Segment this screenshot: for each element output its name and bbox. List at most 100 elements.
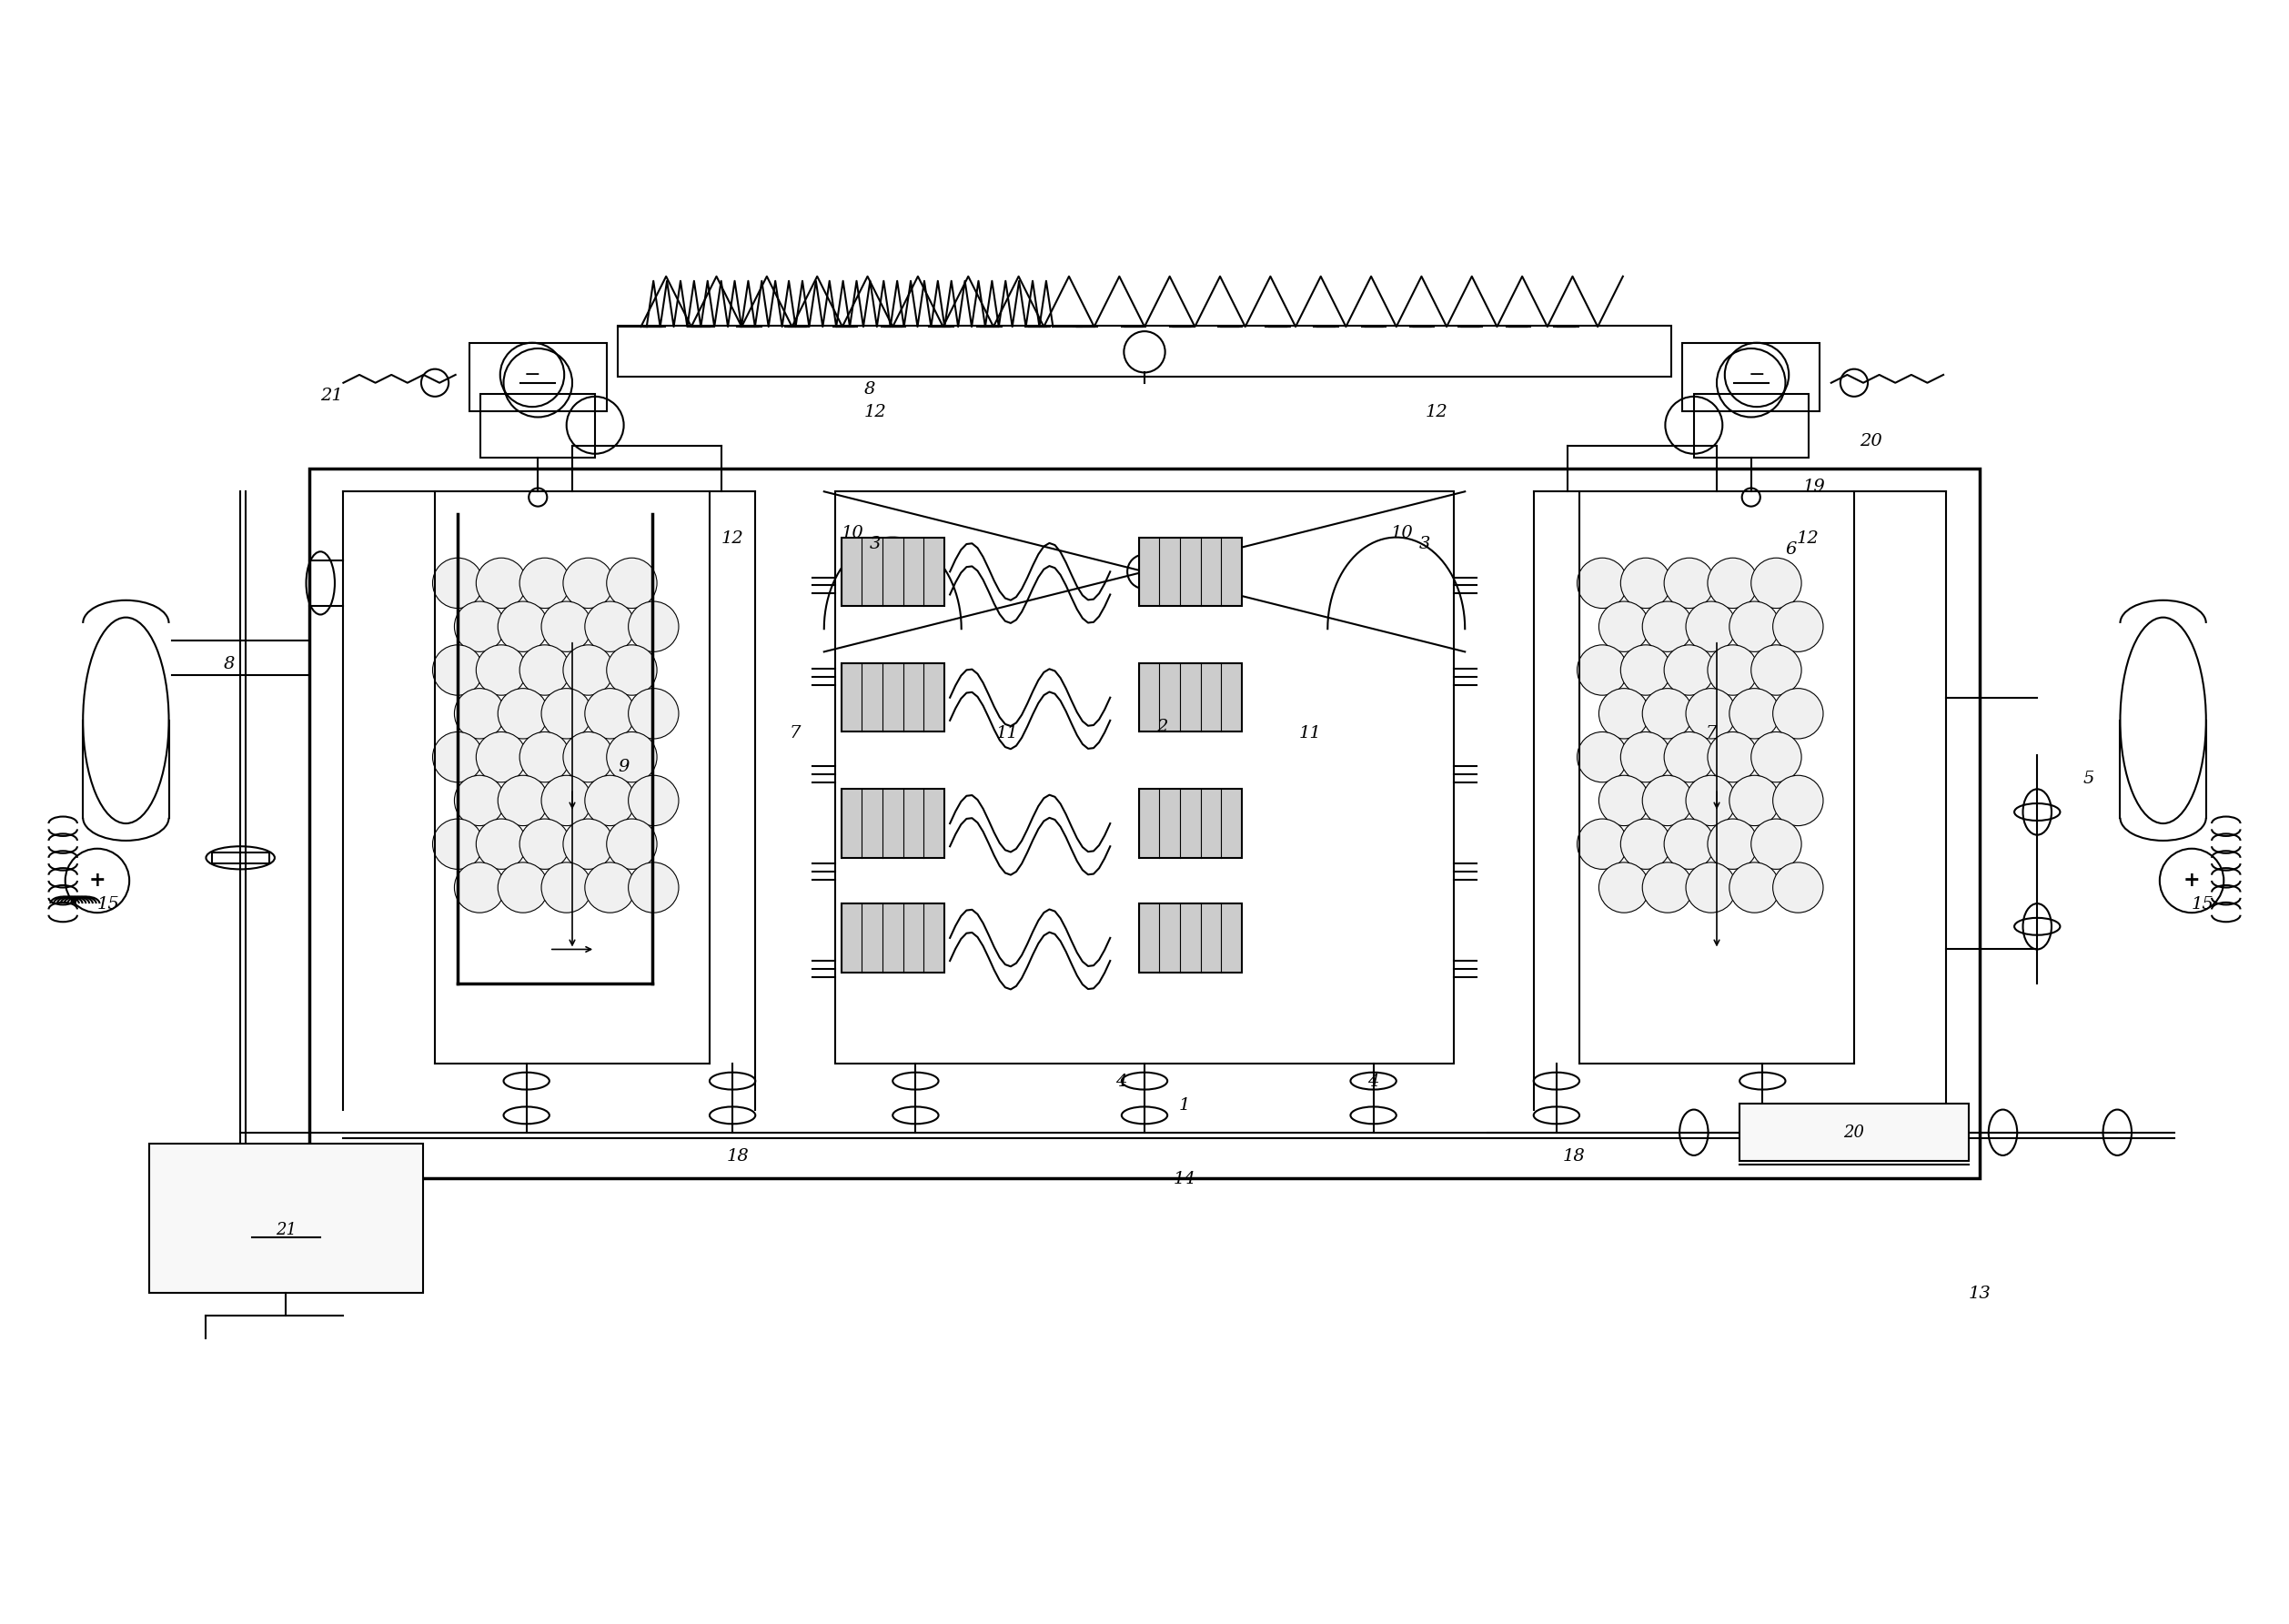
Circle shape bbox=[1685, 689, 1735, 739]
Circle shape bbox=[584, 775, 634, 825]
Text: 4: 4 bbox=[1367, 1073, 1378, 1090]
Text: 11: 11 bbox=[996, 724, 1019, 741]
Bar bbox=[1694, 395, 1808, 458]
Circle shape bbox=[627, 775, 680, 825]
Circle shape bbox=[1621, 645, 1671, 695]
Circle shape bbox=[453, 775, 506, 825]
Text: 3: 3 bbox=[870, 536, 881, 552]
Bar bbox=[149, 1143, 423, 1293]
Circle shape bbox=[1621, 732, 1671, 783]
Circle shape bbox=[627, 601, 680, 651]
Circle shape bbox=[520, 559, 570, 609]
Circle shape bbox=[540, 775, 591, 825]
Bar bbox=[840, 903, 943, 973]
Circle shape bbox=[1728, 862, 1779, 913]
Circle shape bbox=[563, 732, 613, 783]
Circle shape bbox=[1685, 601, 1735, 651]
Bar bbox=[840, 663, 943, 732]
Circle shape bbox=[1598, 689, 1648, 739]
Bar bbox=[840, 538, 943, 606]
Text: 7: 7 bbox=[1705, 724, 1717, 741]
Circle shape bbox=[1772, 775, 1822, 825]
Circle shape bbox=[627, 862, 680, 913]
Text: −: − bbox=[524, 365, 540, 385]
Circle shape bbox=[1772, 689, 1822, 739]
Text: 21: 21 bbox=[320, 387, 343, 404]
Text: 19: 19 bbox=[1804, 479, 1824, 495]
Text: 6: 6 bbox=[1785, 542, 1797, 559]
Circle shape bbox=[540, 689, 591, 739]
Circle shape bbox=[476, 645, 526, 695]
Circle shape bbox=[1708, 818, 1758, 869]
Circle shape bbox=[1621, 559, 1671, 609]
Circle shape bbox=[453, 601, 506, 651]
Bar bbox=[840, 789, 943, 857]
Circle shape bbox=[1728, 601, 1779, 651]
Circle shape bbox=[1598, 862, 1648, 913]
Text: 3: 3 bbox=[1419, 536, 1431, 552]
Circle shape bbox=[1751, 559, 1801, 609]
Circle shape bbox=[1772, 862, 1822, 913]
Text: 10: 10 bbox=[840, 525, 863, 541]
Text: 18: 18 bbox=[1561, 1148, 1584, 1164]
Text: +: + bbox=[89, 870, 105, 890]
Text: +: + bbox=[2184, 870, 2200, 890]
Text: 13: 13 bbox=[1969, 1286, 1991, 1302]
Text: 5: 5 bbox=[2083, 771, 2094, 788]
Circle shape bbox=[607, 818, 657, 869]
Circle shape bbox=[476, 732, 526, 783]
Circle shape bbox=[1708, 732, 1758, 783]
Text: 12: 12 bbox=[721, 531, 744, 547]
Circle shape bbox=[520, 732, 570, 783]
Circle shape bbox=[1664, 645, 1714, 695]
Text: 11: 11 bbox=[1298, 724, 1321, 741]
Circle shape bbox=[1664, 559, 1714, 609]
Circle shape bbox=[497, 601, 549, 651]
Circle shape bbox=[1641, 689, 1692, 739]
Text: 4: 4 bbox=[1115, 1073, 1126, 1090]
Circle shape bbox=[1751, 818, 1801, 869]
Circle shape bbox=[1708, 559, 1758, 609]
Circle shape bbox=[563, 645, 613, 695]
Text: 21: 21 bbox=[275, 1221, 298, 1237]
Circle shape bbox=[1664, 818, 1714, 869]
Circle shape bbox=[584, 601, 634, 651]
Circle shape bbox=[1664, 732, 1714, 783]
Circle shape bbox=[1641, 601, 1692, 651]
Circle shape bbox=[584, 862, 634, 913]
Circle shape bbox=[607, 559, 657, 609]
Circle shape bbox=[1577, 818, 1627, 869]
Bar bbox=[211, 853, 268, 864]
Bar bbox=[835, 492, 1454, 1064]
Circle shape bbox=[497, 775, 549, 825]
Bar bbox=[1138, 789, 1241, 857]
Text: 20: 20 bbox=[1859, 434, 1882, 450]
Text: 15: 15 bbox=[2191, 896, 2213, 913]
Text: 10: 10 bbox=[1389, 525, 1412, 541]
Circle shape bbox=[1685, 862, 1735, 913]
Text: 15: 15 bbox=[96, 896, 119, 913]
Text: 18: 18 bbox=[726, 1148, 749, 1164]
Circle shape bbox=[607, 732, 657, 783]
Circle shape bbox=[627, 689, 680, 739]
Circle shape bbox=[520, 645, 570, 695]
Circle shape bbox=[563, 559, 613, 609]
Circle shape bbox=[1751, 732, 1801, 783]
Bar bbox=[309, 469, 1980, 1179]
Text: 8: 8 bbox=[863, 382, 874, 398]
Text: 9: 9 bbox=[618, 758, 629, 776]
Text: −: − bbox=[1749, 365, 1765, 385]
Circle shape bbox=[453, 689, 506, 739]
Circle shape bbox=[497, 862, 549, 913]
Bar bbox=[481, 395, 595, 458]
Circle shape bbox=[1598, 775, 1648, 825]
Circle shape bbox=[1577, 645, 1627, 695]
Bar bbox=[1138, 538, 1241, 606]
Circle shape bbox=[1598, 601, 1648, 651]
Circle shape bbox=[1621, 818, 1671, 869]
Text: 20: 20 bbox=[1843, 1124, 1866, 1140]
Circle shape bbox=[433, 645, 483, 695]
Circle shape bbox=[520, 818, 570, 869]
Circle shape bbox=[1751, 645, 1801, 695]
Bar bbox=[618, 325, 1671, 377]
